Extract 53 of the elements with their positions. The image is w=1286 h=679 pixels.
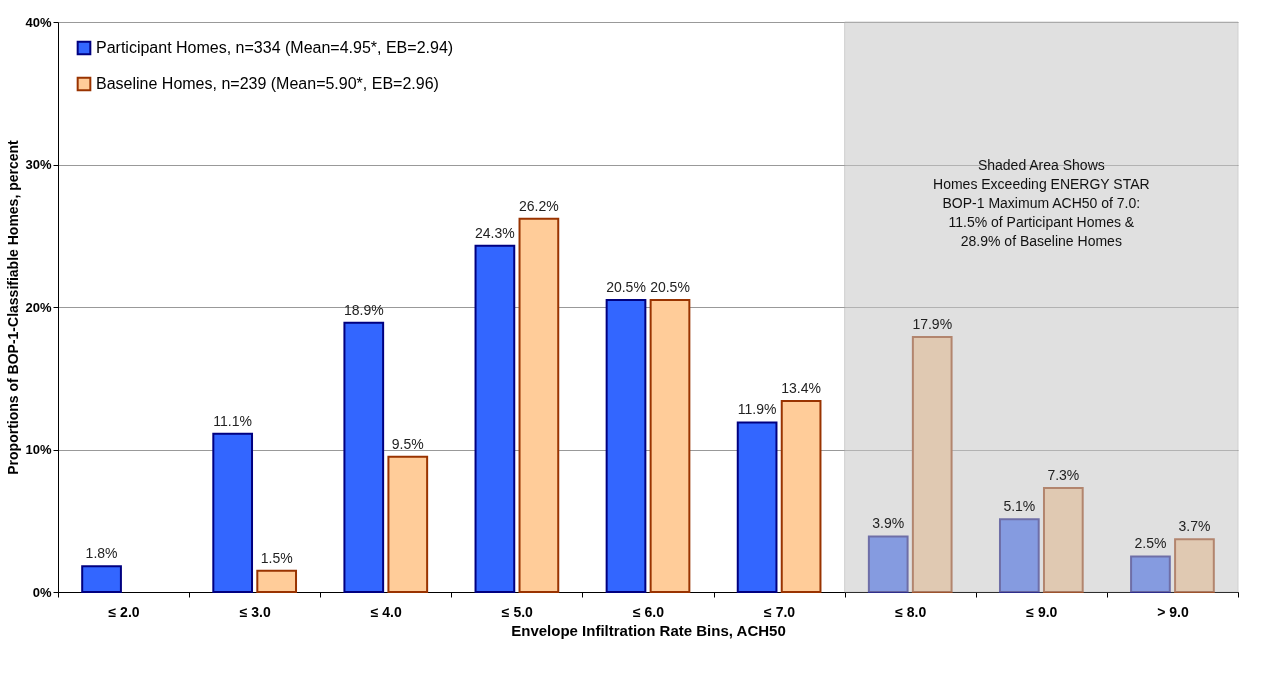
x-tick-label: ≤ 3.0 <box>239 603 271 620</box>
data-label: 20.5% <box>606 278 646 295</box>
data-label: 7.3% <box>1047 466 1080 483</box>
x-tick-label: ≤ 8.0 <box>895 603 927 620</box>
data-label: 9.5% <box>391 435 424 452</box>
y-tick-label: 0% <box>32 584 52 600</box>
legend-label: Participant Homes, n=334 (Mean=4.95*, EB=2.94) <box>96 39 454 56</box>
y-tick-label: 30% <box>25 157 52 172</box>
y-axis-title: Proportions of BOP-1-Classifiable Homes, percent <box>5 139 22 475</box>
data-label: 13.4% <box>781 380 821 397</box>
bar <box>780 400 822 593</box>
x-tick-label: ≤ 2.0 <box>108 603 140 620</box>
x-tick-label: ≤ 9.0 <box>1026 603 1058 620</box>
bar <box>1042 486 1084 593</box>
x-tick-label: ≤ 7.0 <box>764 603 796 620</box>
bar <box>1130 555 1171 593</box>
data-label: 24.3% <box>475 224 515 241</box>
data-label: 1.5% <box>260 549 293 566</box>
data-label: 20.5% <box>650 278 690 295</box>
bar <box>911 335 953 593</box>
x-tick-label: ≤ 4.0 <box>370 603 402 620</box>
data-label: 17.9% <box>912 315 953 332</box>
bar <box>1174 538 1215 593</box>
y-tick-label: 20% <box>25 299 52 315</box>
bar <box>474 244 516 593</box>
bar <box>81 565 122 593</box>
data-label: 18.9% <box>343 301 384 318</box>
y-tick-label: 10% <box>25 442 52 457</box>
bar <box>736 421 778 593</box>
data-label: 11.1% <box>213 412 252 429</box>
legend-label: Baseline Homes, n=239 (Mean=5.90*, EB=2.96) <box>96 75 439 92</box>
bar <box>998 518 1040 593</box>
bar <box>256 569 298 593</box>
bar <box>518 217 560 593</box>
bar <box>212 432 254 593</box>
x-tick-label: ≤ 6.0 <box>632 603 665 620</box>
bar <box>649 298 691 593</box>
x-tick-label: ≤ 5.0 <box>501 603 534 620</box>
data-label: 26.2% <box>519 197 559 214</box>
data-label: 5.1% <box>1003 498 1036 515</box>
data-label: 2.5% <box>1134 535 1167 552</box>
bar <box>605 298 647 593</box>
data-label: 3.7% <box>1178 518 1211 535</box>
x-axis-title: Envelope Infiltration Rate Bins, ACH50 <box>511 621 786 639</box>
band-label: Shaded Area Shows Homes Exceeding ENERGY STAR BOP-1 Maximum ACH50 of 7.0: 11.5% of Participant Homes & 28.9% of Baseline Homes <box>933 156 1150 249</box>
x-tick-label: > 9.0 <box>1157 603 1189 620</box>
data-label: 3.9% <box>872 515 905 532</box>
bar <box>387 455 429 593</box>
data-label: 1.8% <box>85 545 118 562</box>
data-label: 11.9% <box>737 401 777 418</box>
bar <box>343 321 385 593</box>
y-tick-label: 40% <box>25 14 52 30</box>
bar <box>867 535 909 593</box>
